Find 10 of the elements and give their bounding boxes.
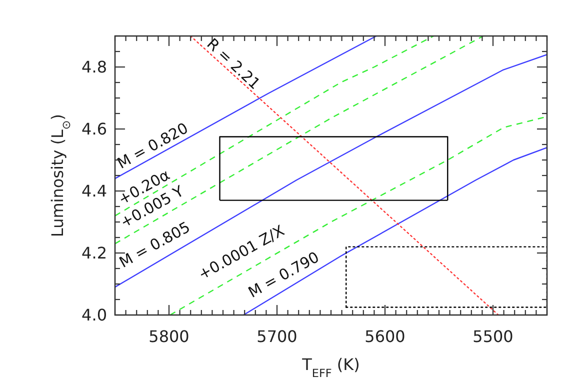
y-tick-label: 4.0: [82, 306, 107, 325]
x-tick-label: 5500: [472, 327, 514, 346]
y-tick-label: 4.2: [82, 244, 107, 263]
y-tick-label: 4.6: [82, 120, 107, 139]
y-tick-label: 4.4: [82, 182, 107, 201]
x-tick-label: 5800: [148, 327, 190, 346]
y-tick-label: 4.8: [82, 58, 107, 77]
x-tick-label: 5600: [364, 327, 406, 346]
x-axis-title: T$_{EFF}$ (K): [301, 355, 360, 380]
x-tick-label: 5700: [256, 327, 298, 346]
